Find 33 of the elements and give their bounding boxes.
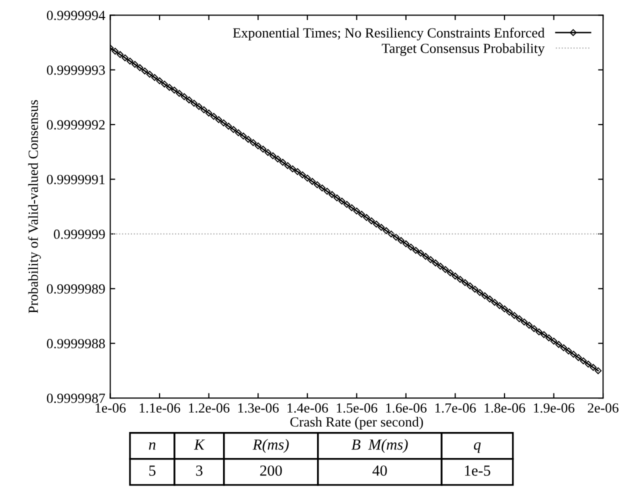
y-tick-label: 0.9999989 (46, 284, 105, 294)
x-tick-label: 1.5e-06 (336, 403, 378, 413)
x-tick-label: 1.9e-06 (534, 403, 574, 413)
x-tick-label: 1.7e-06 (435, 403, 476, 413)
text: B M(ms) (352, 438, 408, 453)
x-tick-label: 1.3e-06 (238, 403, 279, 413)
x-tick-label: 1.2e-06 (189, 403, 230, 413)
y-tick-label: 0.9999993 (46, 65, 105, 75)
text: 3 (196, 466, 202, 476)
y-tick-label: 0.9999991 (46, 174, 105, 184)
x-axis-title: Crash Rate (per second) (290, 416, 423, 430)
x-tick-label: 1.4e-06 (288, 403, 328, 413)
y-tick-label: 0.9999987 (46, 394, 106, 404)
x-tick-label: 1.1e-06 (140, 403, 180, 413)
x-tick-label: 1.8e-06 (484, 403, 526, 413)
x-tick-label: 2e-06 (588, 403, 618, 413)
legend-label: Exponential Times; No Resiliency Constraints Enforced (233, 28, 545, 40)
y-tick-label: 0.9999988 (46, 338, 105, 348)
text: 5 (149, 466, 156, 476)
legend-label: Target Consensus Probability (382, 43, 545, 56)
text: q (474, 442, 481, 453)
y-tick-label: 0.999999 (54, 230, 105, 239)
text: 200 (260, 465, 282, 476)
y-axis-title: Probability of Valid-valued Consensus (28, 100, 41, 314)
x-tick-label: 1e-06 (96, 403, 126, 413)
y-tick-label: 0.9999994 (46, 10, 106, 20)
text: 1e-5 (465, 466, 490, 476)
text: R(ms) (252, 438, 289, 453)
text: K (194, 440, 205, 450)
y-tick-label: 0.9999992 (46, 120, 105, 130)
text: 40 (372, 465, 387, 476)
text: n (148, 442, 156, 450)
x-tick-label: 1.6e-06 (386, 403, 427, 413)
